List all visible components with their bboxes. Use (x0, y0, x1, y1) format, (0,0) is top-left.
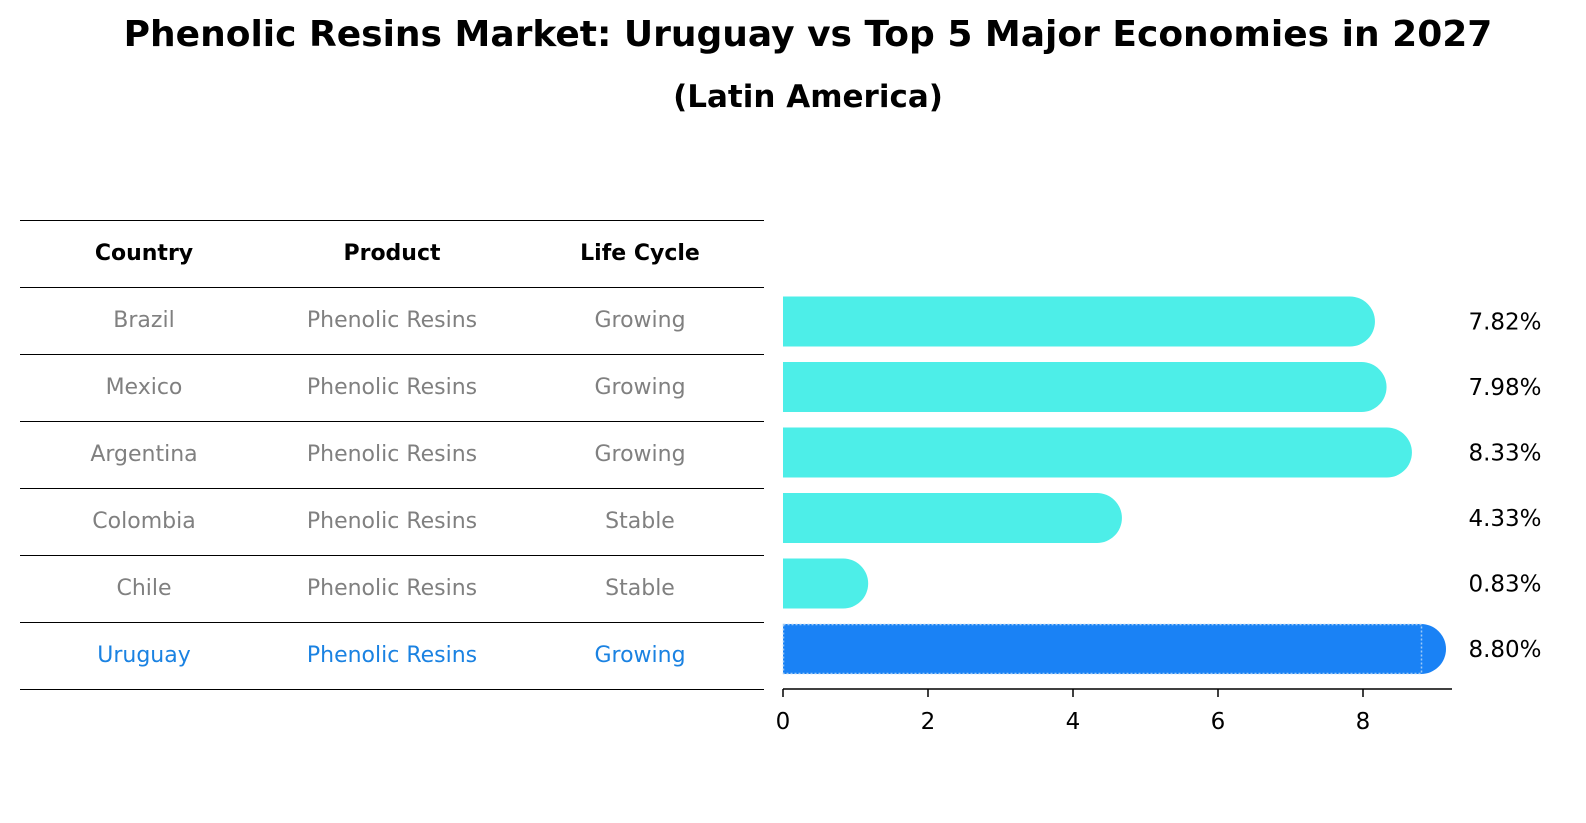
product-cell: Phenolic Resins (306, 643, 478, 668)
life-cycle-cell: Growing (594, 643, 686, 668)
life-cycle-cell: Growing (594, 308, 686, 333)
chart-subtitle: (Latin America) (673, 79, 943, 115)
header-product: Product (343, 241, 441, 266)
header-country: Country (94, 241, 194, 266)
table-row: Argentina Phenolic Resins Growing (20, 421, 764, 488)
country-cell: Colombia (92, 509, 196, 534)
header-life-cycle: Life Cycle (580, 241, 700, 266)
life-cycle-cell: Growing (594, 375, 686, 400)
table-row: Brazil Phenolic Resins Growing (20, 287, 764, 354)
life-cycle-cell: Growing (594, 442, 686, 467)
life-cycle-cell: Stable (605, 509, 675, 534)
bar-value-label: 8.33% (1468, 441, 1541, 467)
table-row: Chile Phenolic Resins Stable (20, 555, 764, 622)
x-tick-label: 4 (1066, 709, 1081, 735)
product-cell: Phenolic Resins (306, 442, 478, 467)
country-cell: Argentina (90, 442, 198, 467)
bar-chile (783, 558, 869, 609)
bar-value-label: 7.98% (1468, 375, 1541, 401)
life-cycle-cell: Stable (605, 576, 675, 601)
bar-uruguay (783, 624, 1446, 674)
bar-brazil (783, 296, 1375, 347)
bar-value-label: 8.80% (1468, 637, 1541, 663)
table-header-row: Country Product Life Cycle (20, 220, 764, 287)
bar-argentina (783, 427, 1412, 478)
bar-colombia (783, 493, 1122, 543)
bar-value-label: 0.83% (1468, 572, 1541, 598)
product-cell: Phenolic Resins (306, 576, 478, 601)
country-cell: Chile (116, 576, 172, 601)
x-tick-label: 6 (1211, 709, 1226, 735)
product-cell: Phenolic Resins (306, 375, 478, 400)
data-table: Country Product Life Cycle Brazil Phenol… (20, 220, 764, 690)
bar-highlight-outline (782, 623, 1423, 675)
country-cell: Brazil (113, 308, 175, 333)
bar-value-label: 7.82% (1468, 310, 1541, 336)
country-cell: Uruguay (97, 643, 191, 668)
bar-mexico (783, 362, 1387, 412)
country-cell: Mexico (105, 375, 183, 400)
x-tick-label: 0 (776, 709, 791, 735)
x-tick-label: 2 (921, 709, 936, 735)
product-cell: Phenolic Resins (306, 509, 478, 534)
x-tick-label: 8 (1356, 709, 1371, 735)
table-row: Colombia Phenolic Resins Stable (20, 488, 764, 555)
chart-title: Phenolic Resins Market: Uruguay vs Top 5… (123, 14, 1493, 55)
bar-value-label: 4.33% (1468, 506, 1541, 532)
table-row: Mexico Phenolic Resins Growing (20, 354, 764, 421)
table-row-highlight: Uruguay Phenolic Resins Growing (20, 622, 764, 690)
product-cell: Phenolic Resins (306, 308, 478, 333)
